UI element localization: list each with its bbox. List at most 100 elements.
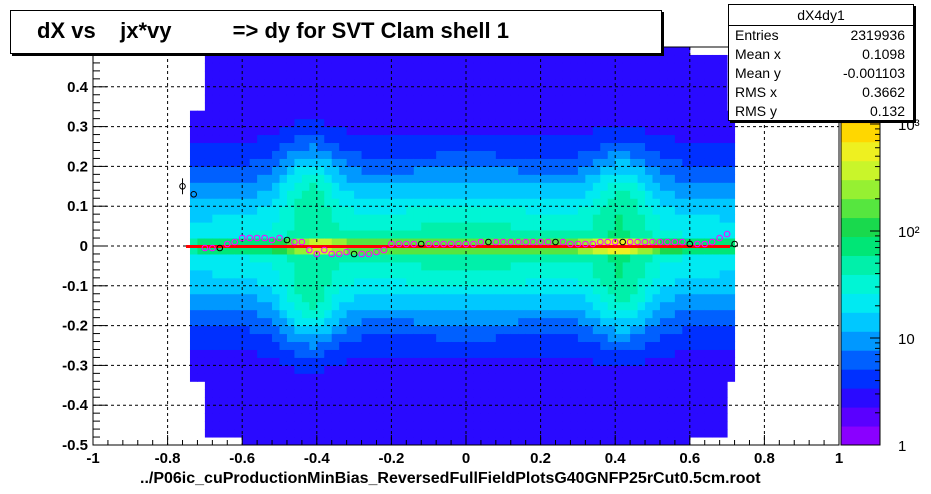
heatmap-cell	[406, 413, 415, 422]
heatmap-cell	[719, 62, 728, 72]
heatmap-cell	[562, 78, 571, 88]
heatmap-cell	[652, 333, 661, 343]
heatmap-cell	[682, 150, 691, 159]
heatmap-cell	[466, 333, 474, 343]
heatmap-cell	[495, 413, 504, 422]
heatmap-cell	[480, 126, 489, 136]
heatmap-cell	[279, 190, 288, 199]
heatmap-cell	[219, 261, 228, 271]
heatmap-cell	[354, 134, 363, 144]
heatmap-cell	[324, 317, 333, 327]
heatmap-cell	[674, 357, 683, 366]
heatmap-cell	[339, 126, 348, 136]
heatmap-cell	[257, 333, 266, 343]
heatmap-cell	[301, 309, 310, 319]
heatmap-cell	[428, 325, 437, 335]
heatmap-cell	[346, 158, 355, 167]
heatmap-cell	[555, 317, 564, 327]
heatmap-cell	[525, 341, 534, 350]
heatmap-cell	[197, 365, 206, 374]
heatmap-cell	[630, 134, 639, 144]
heatmap-cell	[704, 110, 713, 120]
heatmap-cell	[480, 134, 489, 144]
heatmap-cell	[197, 357, 206, 366]
heatmap-cell	[503, 230, 512, 239]
heatmap-cell	[286, 301, 295, 311]
x-tick-label: -0.6	[229, 450, 255, 467]
heatmap-cell	[689, 365, 698, 374]
heatmap-cell	[473, 317, 482, 327]
heatmap-cell	[674, 381, 683, 390]
heatmap-cell	[652, 261, 661, 271]
heatmap-cell	[316, 373, 325, 382]
heatmap-cell	[488, 365, 497, 374]
heatmap-cell	[466, 78, 474, 88]
profile-point	[358, 250, 365, 258]
heatmap-cell	[637, 102, 646, 112]
heatmap-cell	[421, 301, 430, 311]
heatmap-cell	[294, 357, 303, 366]
heatmap-cell	[674, 166, 683, 175]
heatmap-cell	[272, 285, 280, 295]
stats-box: dX4dy1 Entries 2319936 Mean x 0.1098 Mean …	[728, 4, 914, 121]
heatmap-cell	[533, 429, 542, 438]
heatmap-cell	[645, 230, 653, 239]
heatmap-cell	[361, 54, 370, 64]
heatmap-cell	[607, 317, 616, 327]
heatmap-cell	[719, 246, 728, 255]
heatmap-cell	[645, 142, 653, 151]
heatmap-cell	[383, 238, 392, 247]
heatmap-cell	[361, 214, 370, 223]
heatmap-cell	[562, 102, 571, 112]
heatmap-cell	[682, 174, 691, 183]
heatmap-cell	[727, 158, 736, 167]
heatmap-cell	[540, 381, 549, 390]
heatmap-cell	[212, 94, 221, 104]
heatmap-cell	[197, 293, 206, 303]
heatmap-cell	[421, 365, 430, 374]
heatmap-cell	[570, 261, 579, 271]
heatmap-cell	[555, 134, 564, 144]
heatmap-cell	[488, 110, 497, 120]
heatmap-cell	[555, 437, 564, 446]
heatmap-cell	[458, 110, 467, 120]
heatmap-cell	[301, 389, 310, 398]
heatmap-cell	[406, 333, 415, 343]
heatmap-cell	[413, 174, 422, 183]
heatmap-cell	[592, 70, 601, 80]
heatmap-cell	[555, 94, 564, 104]
heatmap-cell	[279, 333, 288, 343]
heatmap-cell	[585, 333, 594, 343]
heatmap-cell	[600, 70, 609, 80]
heatmap-cell	[204, 389, 213, 398]
heatmap-cell	[354, 269, 363, 279]
heatmap-cell	[689, 293, 698, 303]
heatmap-cell	[234, 357, 243, 366]
heatmap-cell	[674, 246, 683, 255]
heatmap-cell	[369, 413, 377, 422]
heatmap-cell	[249, 230, 258, 239]
heatmap-cell	[548, 261, 557, 271]
heatmap-cell	[421, 269, 430, 279]
heatmap-cell	[518, 110, 527, 120]
heatmap-cell	[331, 126, 340, 136]
heatmap-cell	[548, 437, 557, 446]
heatmap-cell	[294, 102, 303, 112]
heatmap-cell	[294, 134, 303, 144]
heatmap-cell	[212, 269, 221, 279]
heatmap-cell	[458, 126, 467, 136]
heatmap-cell	[272, 381, 280, 390]
heatmap-cell	[615, 293, 624, 303]
heatmap-cell	[615, 94, 624, 104]
heatmap-cell	[555, 198, 564, 207]
heatmap-cell	[219, 309, 228, 319]
heatmap-cell	[257, 110, 266, 120]
heatmap-cell	[331, 269, 340, 279]
heatmap-cell	[413, 246, 422, 255]
heatmap-cell	[525, 429, 534, 438]
heatmap-cell	[637, 429, 646, 438]
heatmap-cell	[533, 333, 542, 343]
heatmap-cell	[398, 150, 407, 159]
heatmap-cell	[383, 269, 392, 279]
heatmap-cell	[540, 309, 549, 319]
